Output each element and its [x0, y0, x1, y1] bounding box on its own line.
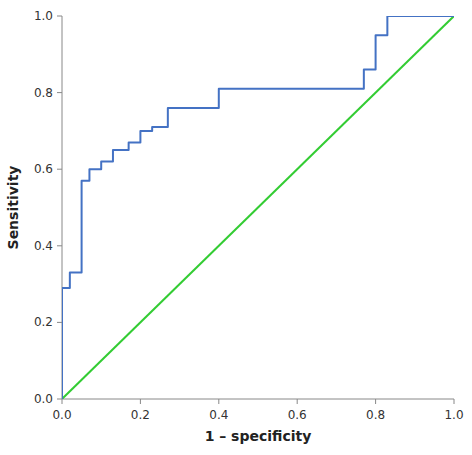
- plot-area: [62, 16, 454, 399]
- x-axis-title: 1 – specificity: [205, 428, 312, 444]
- x-tick-label: 0.8: [366, 408, 385, 422]
- y-tick-label: 0.2: [34, 315, 53, 329]
- y-tick-label: 0.6: [34, 162, 53, 176]
- y-tick: [57, 16, 62, 17]
- x-tick-label: 0.6: [288, 408, 307, 422]
- x-tick: [140, 399, 141, 404]
- x-tick: [297, 399, 298, 404]
- x-tick: [218, 399, 219, 404]
- x-tick-label: 1.0: [444, 408, 463, 422]
- x-tick-label: 0.4: [209, 408, 228, 422]
- y-tick-label: 0.0: [34, 392, 53, 406]
- y-tick: [57, 245, 62, 246]
- x-tick: [454, 399, 455, 404]
- y-tick-label: 0.4: [34, 239, 53, 253]
- x-tick: [62, 399, 63, 404]
- y-tick-label: 0.8: [34, 86, 53, 100]
- y-tick-label: 1.0: [34, 9, 53, 23]
- chart: 0.0 0.2 0.4 0.6 0.8 1.0 0.0 0.2 0.4 0.6 0.8 1.0 1 – …: [0, 0, 472, 455]
- x-axis: 0.0 0.2 0.4 0.6 0.8 1.0: [52, 399, 463, 422]
- x-tick-label: 0.2: [131, 408, 150, 422]
- x-tick: [375, 399, 376, 404]
- y-tick: [57, 92, 62, 93]
- y-tick: [57, 322, 62, 323]
- line: [62, 16, 454, 399]
- line: [62, 16, 454, 399]
- x-tick-label: 0.0: [52, 408, 71, 422]
- x-axis-line: [62, 399, 454, 400]
- y-tick: [57, 169, 62, 170]
- background: [0, 0, 472, 455]
- y-axis-title: Sensitivity: [5, 166, 21, 250]
- y-tick: [57, 399, 62, 400]
- y-axis: 0.0 0.2 0.4 0.6 0.8 1.0: [34, 9, 62, 406]
